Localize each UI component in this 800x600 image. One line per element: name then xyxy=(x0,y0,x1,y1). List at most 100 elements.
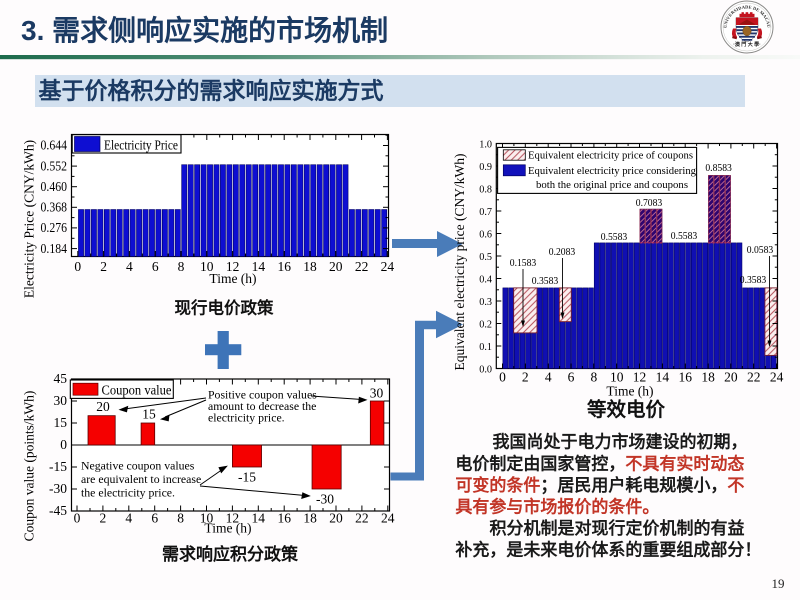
svg-text:0.1: 0.1 xyxy=(479,342,492,353)
svg-text:我国尚处于电力市场建设的初期，: 我国尚处于电力市场建设的初期， xyxy=(493,432,748,452)
svg-text:20: 20 xyxy=(329,511,343,526)
svg-text:20: 20 xyxy=(329,259,343,274)
svg-text:Electricity Price: Electricity Price xyxy=(104,137,178,152)
svg-text:6: 6 xyxy=(568,370,575,385)
svg-text:15: 15 xyxy=(54,415,68,430)
svg-text:15: 15 xyxy=(142,407,156,422)
svg-text:Coupon value: Coupon value xyxy=(102,382,172,397)
svg-text:-30: -30 xyxy=(316,492,334,507)
svg-text:积分机制是对现行定价机制的有益: 积分机制是对现行定价机制的有益 xyxy=(490,518,745,538)
svg-text:0.4: 0.4 xyxy=(479,275,492,286)
svg-text:10: 10 xyxy=(200,259,214,274)
svg-text:Equivalent electricity price (: Equivalent electricity price (CNY/kWh) xyxy=(452,153,467,370)
svg-text:are equivalent to increase: are equivalent to increase xyxy=(81,472,201,486)
svg-text:0.0583: 0.0583 xyxy=(747,245,774,256)
svg-text:2: 2 xyxy=(522,370,529,385)
svg-text:0.3583: 0.3583 xyxy=(532,276,559,287)
svg-text:1.0: 1.0 xyxy=(479,140,492,151)
svg-text:18: 18 xyxy=(303,511,317,526)
svg-text:4: 4 xyxy=(125,511,132,526)
svg-text:8: 8 xyxy=(178,259,185,274)
svg-text:0.1583: 0.1583 xyxy=(510,258,537,269)
svg-text:6: 6 xyxy=(151,511,158,526)
svg-text:Equivalent electricity price o: Equivalent electricity price of coupons xyxy=(528,151,693,162)
svg-text:0.3: 0.3 xyxy=(479,297,492,308)
svg-text:20: 20 xyxy=(96,399,110,414)
svg-text:12: 12 xyxy=(633,370,647,385)
svg-text:18: 18 xyxy=(303,259,317,274)
svg-text:0.7083: 0.7083 xyxy=(636,198,663,209)
svg-text:0.276: 0.276 xyxy=(41,220,68,235)
svg-text:24: 24 xyxy=(381,259,395,274)
svg-text:补充，是未来电价体系的重要组成部分！: 补充，是未来电价体系的重要组成部分！ xyxy=(454,540,761,560)
svg-text:·澳 門 大 學·: ·澳 門 大 學· xyxy=(733,41,761,48)
svg-text:3. 需求侧响应实施的市场机制: 3. 需求侧响应实施的市场机制 xyxy=(21,14,388,46)
svg-text:Negative coupon values: Negative coupon values xyxy=(81,459,195,473)
svg-text:具有参与市场报价的条件。: 具有参与市场报价的条件。 xyxy=(454,497,659,517)
svg-text:Time (h): Time (h) xyxy=(209,271,256,286)
svg-text:2: 2 xyxy=(100,259,107,274)
svg-text:0.8583: 0.8583 xyxy=(705,163,732,174)
svg-text:14: 14 xyxy=(656,370,670,385)
svg-text:0: 0 xyxy=(60,437,67,452)
svg-text:6: 6 xyxy=(152,259,159,274)
svg-text:16: 16 xyxy=(277,259,291,274)
svg-text:等效电价: 等效电价 xyxy=(586,398,666,421)
svg-text:24: 24 xyxy=(381,511,395,526)
svg-text:-30: -30 xyxy=(49,481,67,496)
svg-text:19: 19 xyxy=(772,576,785,591)
svg-text:0.2: 0.2 xyxy=(479,320,492,331)
svg-text:0.8: 0.8 xyxy=(479,185,492,196)
svg-text:4: 4 xyxy=(545,370,552,385)
svg-text:Time (h): Time (h) xyxy=(204,521,251,536)
svg-text:amount to decrease the: amount to decrease the xyxy=(208,399,316,413)
svg-text:14: 14 xyxy=(252,259,266,274)
svg-text:0.368: 0.368 xyxy=(41,200,68,215)
svg-text:10: 10 xyxy=(200,511,214,526)
svg-text:0.5583: 0.5583 xyxy=(601,232,628,243)
svg-text:20: 20 xyxy=(724,370,738,385)
svg-text:现行电价政策: 现行电价政策 xyxy=(175,298,275,318)
svg-text:12: 12 xyxy=(226,259,240,274)
svg-text:30: 30 xyxy=(370,386,384,401)
svg-text:0.5583: 0.5583 xyxy=(671,231,698,242)
svg-text:0.0: 0.0 xyxy=(479,365,492,376)
svg-text:8: 8 xyxy=(591,370,598,385)
svg-text:0.6: 0.6 xyxy=(479,230,492,241)
svg-text:22: 22 xyxy=(355,259,369,274)
svg-text:4: 4 xyxy=(126,259,133,274)
svg-text:Coupon value (points/kWh): Coupon value (points/kWh) xyxy=(22,391,37,542)
svg-text:16: 16 xyxy=(277,511,291,526)
svg-text:45: 45 xyxy=(54,371,68,386)
svg-text:10: 10 xyxy=(610,370,624,385)
svg-text:0.552: 0.552 xyxy=(41,158,68,173)
svg-text:0.460: 0.460 xyxy=(41,179,68,194)
svg-text:基于价格积分的需求响应实施方式: 基于价格积分的需求响应实施方式 xyxy=(39,78,384,104)
svg-text:8: 8 xyxy=(177,511,184,526)
svg-text:0.644: 0.644 xyxy=(41,138,68,153)
svg-text:Time (h): Time (h) xyxy=(606,384,653,399)
svg-text:电价制定由国家管控，不具有实时动态: 电价制定由国家管控，不具有实时动态 xyxy=(455,454,744,474)
svg-text:24: 24 xyxy=(770,370,784,385)
svg-text:30: 30 xyxy=(54,393,68,408)
svg-text:0.9: 0.9 xyxy=(479,162,492,173)
svg-text:Equivalent electricity price c: Equivalent electricity price considering xyxy=(528,166,697,177)
svg-text:Positive coupon values: Positive coupon values xyxy=(208,388,317,402)
svg-text:16: 16 xyxy=(678,370,692,385)
svg-text:需求响应积分政策: 需求响应积分政策 xyxy=(162,544,299,564)
svg-text:18: 18 xyxy=(701,370,715,385)
svg-text:-15: -15 xyxy=(49,459,67,474)
svg-text:-15: -15 xyxy=(238,470,256,485)
svg-text:0.7: 0.7 xyxy=(479,207,492,218)
svg-text:22: 22 xyxy=(355,511,369,526)
svg-text:both the original price and co: both the original price and coupons xyxy=(536,180,688,191)
svg-text:0.5: 0.5 xyxy=(479,252,492,263)
svg-text:0: 0 xyxy=(74,511,81,526)
svg-text:0: 0 xyxy=(499,370,506,385)
svg-text:22: 22 xyxy=(747,370,761,385)
svg-text:可变的条件；居民用户耗电规模小，不: 可变的条件；居民用户耗电规模小，不 xyxy=(455,475,744,495)
svg-text:12: 12 xyxy=(226,511,240,526)
svg-text:-45: -45 xyxy=(49,503,67,518)
svg-text:0.184: 0.184 xyxy=(41,241,68,256)
svg-text:0.3583: 0.3583 xyxy=(740,275,767,286)
